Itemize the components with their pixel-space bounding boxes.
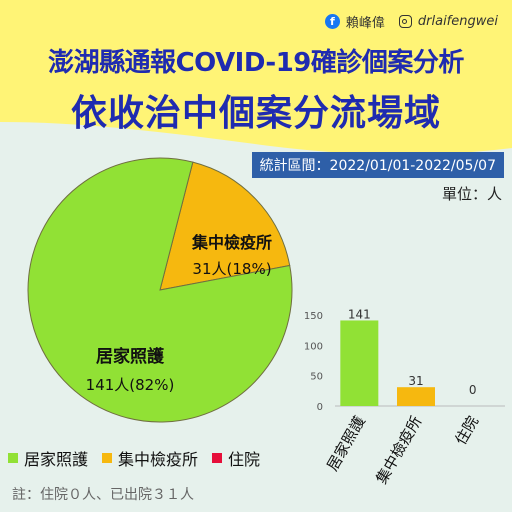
pie-label-home: 居家照護 bbox=[96, 346, 165, 367]
footnote: 註：住院０人、已出院３１人 bbox=[12, 487, 194, 503]
facebook-icon: f bbox=[324, 14, 340, 29]
author-name: 賴峰偉 bbox=[345, 16, 385, 31]
bar-category-label: 集中檢疫所 bbox=[372, 413, 425, 487]
bar-value-label: 141 bbox=[348, 307, 371, 321]
legend-item-quarantine: 集中檢疫所 bbox=[102, 446, 198, 470]
instagram-icon bbox=[398, 15, 412, 28]
bar-ytick-label: 100 bbox=[304, 341, 323, 352]
pie-value-quarantine: 31人(18%) bbox=[192, 260, 271, 278]
legend-label-hospital: 住院 bbox=[228, 450, 261, 469]
pie-value-home: 141人(82%) bbox=[86, 376, 175, 394]
bar-value-label: 0 bbox=[469, 383, 477, 397]
bar-category-label: 居家照護 bbox=[323, 413, 369, 474]
page-subtitle: 依收治中個案分流場域 bbox=[70, 93, 441, 134]
yellow-wave bbox=[0, 0, 512, 155]
pie-slice-home bbox=[27, 157, 293, 423]
legend-label-quarantine: 集中檢疫所 bbox=[118, 450, 199, 469]
legend-item-home: 居家照護 bbox=[8, 446, 88, 470]
legend-swatch-hospital bbox=[212, 453, 223, 463]
legend-item-hospital: 住院 bbox=[212, 446, 260, 470]
bar-ytick-label: 50 bbox=[310, 372, 323, 383]
page-title: 澎湖縣通報COVID-19確診個案分析 bbox=[48, 48, 464, 78]
period-badge: 統計區間：2022/01/01-2022/05/07 bbox=[251, 152, 504, 178]
bar-ytick-label: 0 bbox=[317, 402, 323, 413]
author-credit: f 賴峰偉 drlaifengwei bbox=[324, 12, 498, 31]
bar-1 bbox=[397, 387, 435, 406]
bar-0 bbox=[340, 320, 379, 406]
bar-value-label: 31 bbox=[408, 374, 423, 388]
legend-label-home: 居家照護 bbox=[24, 450, 89, 469]
author-handle: drlaifengwei bbox=[417, 14, 498, 29]
legend-swatch-home bbox=[8, 453, 18, 463]
unit-label: 單位：人 bbox=[441, 185, 502, 203]
legend-swatch-quarantine bbox=[102, 453, 113, 463]
pie-label-quarantine: 集中檢疫所 bbox=[191, 233, 272, 252]
bar-ytick-label: 150 bbox=[304, 311, 323, 322]
pie-legend: 居家照護 集中檢疫所 住院 bbox=[8, 446, 260, 470]
bar-category-label: 住院 bbox=[452, 413, 483, 448]
pie-slice-quarantine bbox=[159, 161, 291, 291]
